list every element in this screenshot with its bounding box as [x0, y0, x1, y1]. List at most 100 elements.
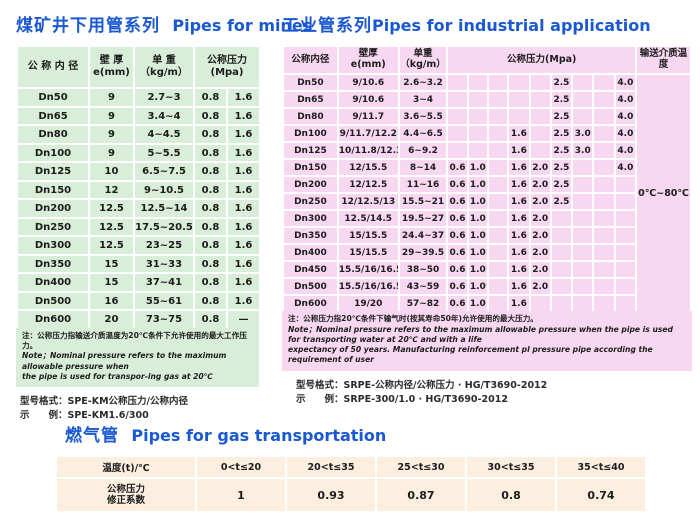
pipe-dn-cell: Dn400: [282, 243, 339, 263]
pressure-cell: [446, 73, 469, 93]
pipe-dn-cell: Dn300: [16, 235, 90, 256]
pressure-cell: 2.0: [528, 175, 552, 195]
pressure-cell: 2.0: [528, 226, 552, 246]
pressure-cell: [466, 124, 489, 144]
pressure-cell: [507, 90, 531, 110]
pressure-cell: [592, 175, 616, 195]
wall-thickness-cell: 15/15.5: [336, 243, 400, 263]
pressure-cell: 1.6: [507, 243, 531, 263]
mines-note: 注：公称压力指输送介质温度为20℃条件下允许使用的最大工作压力。 Note；No…: [16, 327, 259, 388]
wall-thickness-cell: 10: [88, 161, 135, 182]
pipe-dn-cell: Dn250: [16, 216, 90, 238]
pressure-cell: 2.5: [549, 141, 574, 161]
pressure-cell: [486, 90, 510, 110]
unit-weight-cell: 55~61: [133, 290, 195, 312]
wall-thickness-cell: 9: [88, 87, 135, 108]
pressure-cell: [571, 175, 595, 195]
pressure-cell: [486, 107, 510, 127]
wall-thickness-cell: 20: [88, 309, 135, 330]
pressure-cell: 1.0: [466, 294, 489, 314]
pressure-cell: 4.0: [613, 73, 638, 93]
pressure-cell: [613, 243, 638, 263]
pressure-cell: [446, 124, 469, 144]
pipe-dn-cell: Dn200: [16, 198, 90, 219]
pressure-cell: 1.0: [466, 209, 489, 229]
wall-thickness-cell: 15.5/16/16.5: [336, 260, 400, 280]
gas-value-row: 公称压力 修正系数 1 0.93 0.87 0.8 0.74: [55, 477, 647, 514]
pressure-cell: 0.6: [446, 209, 469, 229]
mines-title-en: Pipes for mines: [172, 16, 313, 35]
pressure-cell: [592, 243, 616, 263]
pressure-cell: 0.8: [193, 198, 228, 219]
pressure-cell: [486, 158, 510, 178]
industrial-header-row: 公称内径 壁厚 e(mm) 单重 （kg/m） 公称压力(Mpa) 输送介质温度: [282, 45, 692, 76]
wall-thickness-cell: 9: [88, 142, 135, 164]
pressure-cell: 0.6: [446, 294, 469, 314]
pressure-cell: [446, 90, 469, 110]
pressure-cell: [613, 192, 638, 212]
pipe-dn-cell: Dn80: [282, 107, 339, 127]
unit-weight-cell: 4.4~6.5: [397, 124, 449, 144]
wall-thickness-cell: 12/12.5: [336, 175, 400, 195]
industrial-note: 注：公称压力指20℃条件下输气时(按其寿命50年)允许使用的最大压力。 Note…: [282, 311, 692, 371]
wall-thickness-cell: 15/15.5: [336, 226, 400, 246]
wall-thickness-cell: 15.5/16/16.5: [336, 277, 400, 297]
wall-thickness-cell: 12/12.5/13: [336, 192, 400, 212]
pressure-cell: [528, 90, 552, 110]
wall-thickness-cell: 10/11.8/12.3: [336, 141, 400, 161]
unit-weight-cell: 11~16: [397, 175, 449, 195]
pressure-cell: [486, 243, 510, 263]
pressure-cell: [592, 141, 616, 161]
pressure-cell: [549, 226, 574, 246]
pressure-cell: [486, 124, 510, 144]
wall-thickness-cell: 9/10.6: [336, 90, 400, 110]
pressure-cell: [613, 294, 638, 314]
pressure-cell: 0.6: [446, 158, 469, 178]
table-row: Dn100 9 5~5.5 0.8 1.6: [16, 142, 261, 164]
pressure-cell: [528, 141, 552, 161]
pipe-dn-cell: Dn350: [16, 253, 90, 275]
wall-thickness-cell: 9/11.7/12.2: [336, 124, 400, 144]
pressure-cell: 1.6: [226, 87, 261, 108]
wall-thickness-cell: 9/11.7: [336, 107, 400, 127]
pipe-dn-cell: Dn500: [16, 290, 90, 312]
wall-thickness-cell: 12.5/14.5: [336, 209, 400, 229]
pressure-cell: [571, 73, 595, 93]
pressure-cell: 1.0: [466, 226, 489, 246]
pressure-cell: 0.8: [193, 309, 228, 330]
gas-title-zh: 燃气管: [65, 426, 119, 446]
pipe-dn-cell: Dn65: [282, 90, 339, 110]
pressure-cell: [528, 124, 552, 144]
pressure-cell: [571, 294, 595, 314]
unit-weight-cell: 38~50: [397, 260, 449, 280]
pressure-cell: 0.6: [446, 226, 469, 246]
pipe-dn-cell: Dn150: [16, 179, 90, 201]
table-row: Dn50 9 2.7~3 0.8 1.6: [16, 87, 261, 108]
pressure-cell: 1.0: [466, 192, 489, 212]
unit-weight-cell: 19.5~27: [397, 209, 449, 229]
pressure-cell: 1.6: [507, 158, 531, 178]
pressure-cell: [571, 107, 595, 127]
unit-weight-cell: 3.4~4: [133, 105, 195, 127]
medium-temp-cell: 0℃~80℃: [635, 73, 692, 314]
wall-thickness-cell: 12.5: [88, 216, 135, 238]
pressure-cell: [466, 73, 489, 93]
pressure-cell: [571, 243, 595, 263]
table-row: Dn100 9/11.7/12.2 4.4~6.5 1.6 2.5 3.0 4.0: [282, 124, 691, 144]
pipe-dn-cell: Dn80: [16, 124, 90, 145]
pressure-cell: 0.8: [193, 87, 228, 108]
unit-weight-cell: 3~4: [397, 90, 449, 110]
pressure-cell: [592, 158, 616, 178]
pipe-dn-cell: Dn450: [282, 260, 339, 280]
pressure-cell: 2.5: [549, 73, 574, 93]
pressure-cell: [528, 294, 552, 314]
pipe-dn-cell: Dn400: [16, 272, 90, 293]
unit-weight-cell: 6.5~7.5: [133, 161, 195, 182]
industrial-title: 工业管系列Pipes for industrial application: [282, 10, 692, 36]
pipe-dn-cell: Dn250: [282, 192, 339, 212]
unit-weight-cell: 73~75: [133, 309, 195, 330]
wall-thickness-cell: 9: [88, 124, 135, 145]
unit-weight-cell: 15.5~21: [397, 192, 449, 212]
pressure-cell: [571, 260, 595, 280]
pressure-cell: 1.0: [466, 277, 489, 297]
